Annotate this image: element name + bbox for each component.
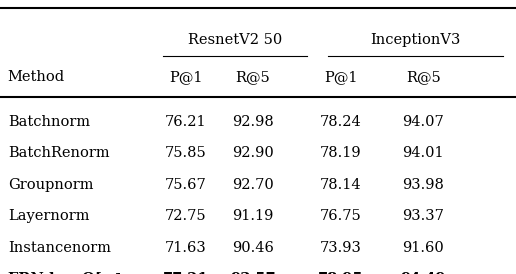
Text: 75.67: 75.67 — [165, 178, 206, 192]
Text: ]: ] — [114, 272, 120, 274]
Text: 76.75: 76.75 — [320, 209, 361, 224]
Text: Layernorm: Layernorm — [8, 209, 89, 224]
Text: 94.01: 94.01 — [402, 146, 444, 161]
Text: Groupnorm: Groupnorm — [8, 178, 93, 192]
Text: 75.85: 75.85 — [165, 146, 206, 161]
Text: 91.60: 91.60 — [402, 241, 444, 255]
Text: Instancenorm: Instancenorm — [8, 241, 111, 255]
Text: 76.21: 76.21 — [165, 115, 206, 129]
Text: P@1: P@1 — [169, 70, 202, 84]
Text: 78.95: 78.95 — [318, 272, 363, 274]
Text: Ours: Ours — [82, 272, 121, 274]
Text: 90.46: 90.46 — [232, 241, 274, 255]
Text: P@1: P@1 — [324, 70, 357, 84]
Text: 71.63: 71.63 — [165, 241, 206, 255]
Text: R@5: R@5 — [406, 70, 441, 84]
Text: InceptionV3: InceptionV3 — [370, 33, 461, 47]
Text: 77.21: 77.21 — [163, 272, 208, 274]
Text: 92.70: 92.70 — [232, 178, 273, 192]
Text: 94.07: 94.07 — [402, 115, 444, 129]
Text: 78.19: 78.19 — [320, 146, 361, 161]
Text: 78.14: 78.14 — [320, 178, 361, 192]
Text: 93.37: 93.37 — [402, 209, 444, 224]
Text: 93.98: 93.98 — [402, 178, 444, 192]
Text: 94.49: 94.49 — [400, 272, 446, 274]
Text: R@5: R@5 — [235, 70, 270, 84]
Text: 78.24: 78.24 — [320, 115, 361, 129]
Text: 93.57: 93.57 — [230, 272, 276, 274]
Text: FRN layer [: FRN layer [ — [8, 272, 102, 274]
Text: 72.75: 72.75 — [165, 209, 206, 224]
Text: ResnetV2 50: ResnetV2 50 — [188, 33, 282, 47]
Text: 91.19: 91.19 — [232, 209, 273, 224]
Text: 73.93: 73.93 — [319, 241, 362, 255]
Text: Batchnorm: Batchnorm — [8, 115, 90, 129]
Text: 92.98: 92.98 — [232, 115, 273, 129]
Text: 92.90: 92.90 — [232, 146, 273, 161]
Text: Method: Method — [8, 70, 65, 84]
Text: BatchRenorm: BatchRenorm — [8, 146, 109, 161]
